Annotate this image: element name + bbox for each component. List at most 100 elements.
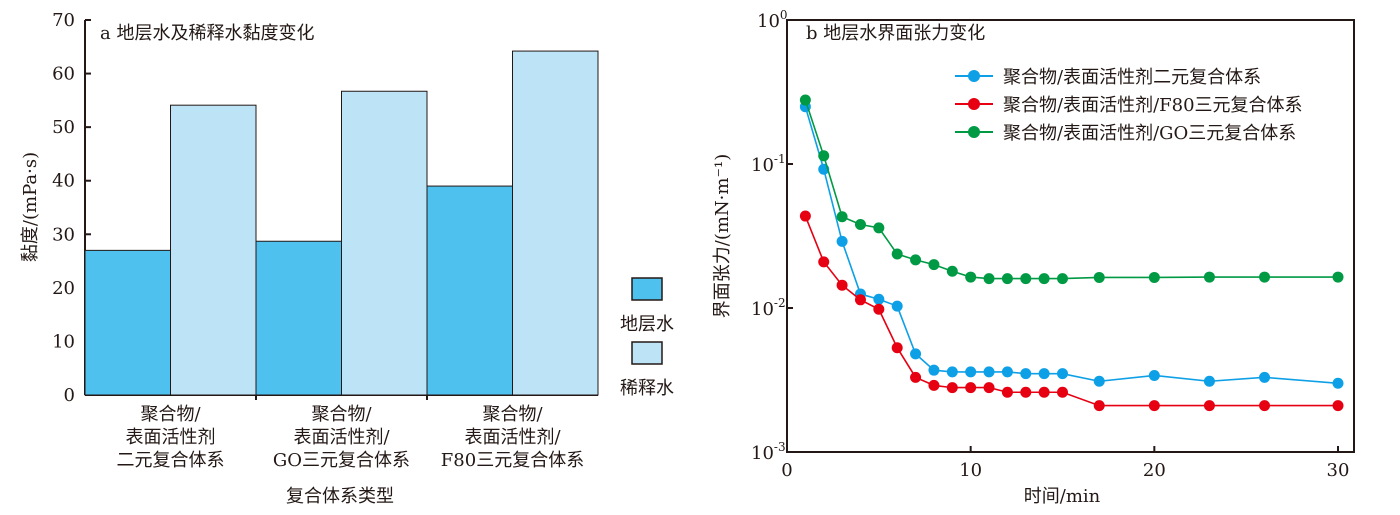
a-bar-稀释水	[341, 90, 428, 396]
b-x-tick-label: 20	[1143, 460, 1166, 481]
b-data-point	[873, 222, 885, 234]
b-data-point	[1001, 386, 1013, 398]
b-data-point	[1038, 273, 1050, 285]
b-legend-label: 聚合物/表面活性剂/F80三元复合体系	[1003, 95, 1303, 116]
b-data-point	[836, 279, 848, 291]
a-category-label: 表面活性剂/	[464, 427, 561, 448]
b-data-point	[1332, 377, 1344, 389]
b-data-point	[1001, 366, 1013, 378]
a-category-label: 聚合物/	[140, 404, 201, 425]
a-bar-地层水	[426, 185, 513, 396]
b-data-point	[983, 366, 995, 378]
b-legend-label: 聚合物/表面活性剂二元复合体系	[1003, 67, 1261, 88]
b-data-point	[910, 371, 922, 383]
b-x-tick-label: 30	[1327, 460, 1350, 481]
a-y-label: 黏度/(mPa·s)	[20, 152, 41, 262]
b-data-point	[1259, 400, 1271, 412]
a-y-tick-label: 60	[52, 64, 75, 85]
b-data-point	[1332, 271, 1344, 283]
a-y-tick-label: 70	[52, 10, 75, 31]
b-data-point	[1259, 371, 1271, 383]
b-data-point	[1093, 400, 1105, 412]
a-x-label: 复合体系类型	[286, 486, 394, 507]
b-data-point	[836, 211, 848, 223]
b-data-point	[1001, 273, 1013, 285]
b-data-point	[946, 265, 958, 277]
b-data-point	[965, 366, 977, 378]
b-data-point	[1020, 368, 1032, 380]
b-data-point	[965, 382, 977, 394]
b-data-point	[818, 150, 830, 162]
b-data-point	[928, 379, 940, 391]
b-data-point	[965, 271, 977, 283]
b-data-point	[910, 348, 922, 360]
b-x-label: 时间/min	[1024, 486, 1101, 507]
b-data-point	[910, 254, 922, 266]
b-data-point	[1259, 271, 1271, 283]
b-data-point	[1203, 400, 1215, 412]
b-data-point	[946, 366, 958, 378]
b-data-point	[1093, 375, 1105, 387]
a-legend-label: 地层水	[620, 314, 674, 335]
a-y-tick-label: 10	[52, 331, 75, 352]
a-category-label: 表面活性剂/	[293, 427, 390, 448]
b-data-point	[873, 303, 885, 315]
b-y-tick-label: 10-1	[751, 152, 786, 176]
b-data-point	[818, 256, 830, 268]
b-data-point	[1332, 400, 1344, 412]
b-data-point	[1093, 271, 1105, 283]
b-data-point	[799, 210, 811, 222]
a-category-label: 聚合物/	[311, 404, 372, 425]
b-data-point	[1057, 273, 1068, 285]
b-legend-label: 聚合物/表面活性剂/GO三元复合体系	[1003, 123, 1296, 144]
a-bar-地层水	[255, 240, 342, 396]
b-data-point	[891, 248, 903, 260]
b-data-point	[1020, 273, 1032, 285]
a-title: a 地层水及稀释水黏度变化	[100, 23, 314, 44]
b-legend-marker	[968, 126, 980, 138]
b-legend-marker	[968, 98, 980, 110]
b-data-point	[1203, 271, 1215, 283]
b-series-line	[804, 106, 1339, 385]
a-legend-swatch	[631, 277, 663, 301]
b-data-point	[891, 342, 903, 354]
b-data-point	[983, 273, 995, 285]
b-data-point	[1020, 386, 1032, 398]
b-data-point	[1057, 386, 1068, 398]
b-data-point	[1057, 368, 1068, 380]
b-data-point	[1148, 271, 1160, 283]
b-data-point	[1203, 375, 1215, 387]
b-data-point	[799, 94, 811, 106]
b-title: b 地层水界面张力变化	[806, 23, 985, 44]
a-y-tick-label: 30	[52, 224, 75, 245]
b-data-point	[1038, 386, 1050, 398]
b-data-point	[854, 219, 866, 231]
b-data-point	[873, 293, 885, 305]
a-legend-label: 稀释水	[620, 378, 674, 399]
b-data-point	[891, 300, 903, 312]
a-category-label: GO三元复合体系	[273, 450, 410, 471]
b-data-point	[983, 382, 995, 394]
b-data-point	[928, 364, 940, 376]
b-data-point	[854, 294, 866, 306]
a-bar-稀释水	[512, 50, 599, 396]
a-category-label: 聚合物/	[482, 404, 543, 425]
b-frame	[786, 19, 1355, 453]
b-data-point	[1148, 369, 1160, 381]
a-y-tick-label: 20	[52, 278, 75, 299]
a-category-label: F80三元复合体系	[441, 450, 584, 471]
a-y-tick-label: 40	[52, 171, 75, 192]
a-y-tick-label: 0	[64, 385, 75, 406]
b-data-point	[928, 259, 940, 271]
a-bar-地层水	[84, 249, 171, 396]
a-bar-稀释水	[170, 104, 257, 396]
b-data-point	[1038, 368, 1050, 380]
b-y-label: 界面张力/(mN·m⁻¹)	[712, 154, 733, 318]
a-category-label: 表面活性剂	[126, 427, 216, 448]
b-data-point	[1148, 400, 1160, 412]
a-legend-swatch	[631, 341, 663, 365]
b-x-tick-label: 0	[781, 460, 792, 481]
b-data-point	[946, 382, 958, 394]
